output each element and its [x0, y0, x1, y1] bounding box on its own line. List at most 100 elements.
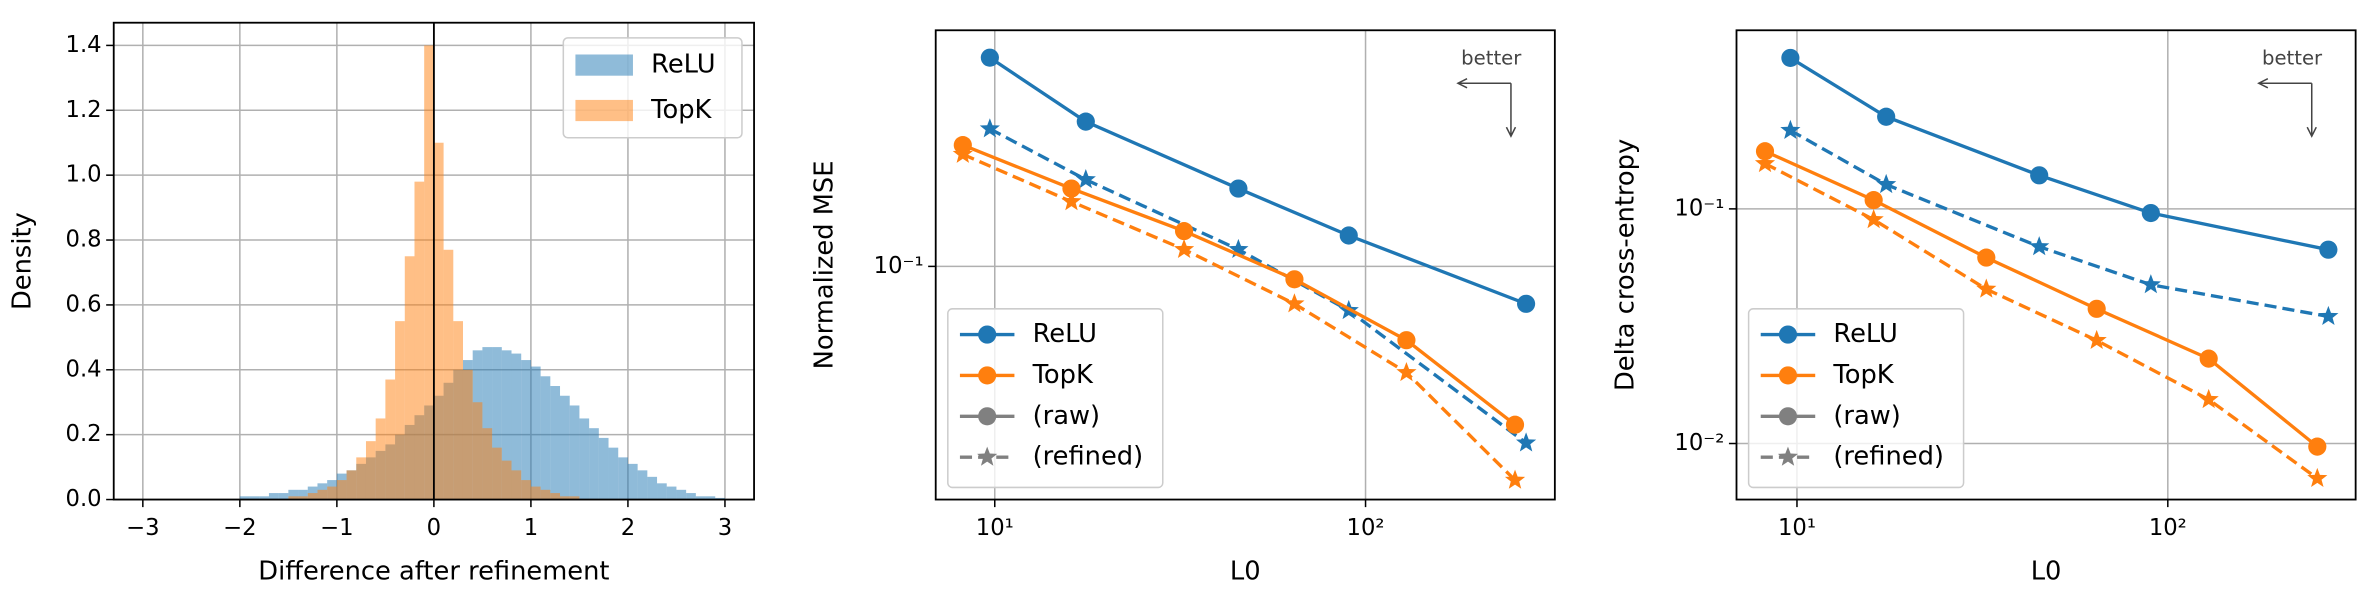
hist-bar	[511, 353, 522, 500]
hist-bar	[521, 480, 531, 500]
x-tick-label: 10²	[1347, 515, 1385, 541]
star-marker	[1075, 169, 1096, 189]
star-marker	[2198, 388, 2219, 409]
star-marker	[979, 118, 1000, 138]
star-marker	[1976, 278, 1997, 298]
hist-bar	[462, 369, 473, 500]
circle-marker	[2199, 349, 2218, 368]
hist-bar	[492, 347, 502, 500]
hist-bar	[618, 457, 628, 500]
circle-marker	[2087, 299, 2106, 318]
hist-bar	[317, 489, 328, 500]
series-line	[962, 143, 1517, 427]
circle-marker	[1397, 331, 1416, 350]
legend-label: ReLU	[1833, 319, 1897, 349]
series-line	[962, 152, 1517, 482]
star-marker	[2029, 236, 2050, 256]
circle-marker	[1778, 366, 1798, 385]
legend-label: TopK	[1032, 360, 1094, 390]
hist-bar	[598, 437, 609, 500]
circle-marker	[2141, 203, 2160, 223]
hist-bar	[307, 493, 318, 500]
hist-bar	[307, 486, 318, 500]
star-marker	[2140, 274, 2161, 294]
hist-bar	[482, 347, 493, 500]
y-tick-label: 0.2	[66, 421, 102, 447]
circle-marker	[1517, 294, 1536, 313]
hist-bar	[657, 483, 667, 500]
y-tick-label: 0.0	[66, 486, 102, 512]
y-tick-label: 1.2	[66, 97, 102, 123]
hist-bar	[356, 457, 366, 500]
x-tick-label: 1	[524, 515, 538, 541]
x-tick-label: −3	[126, 515, 159, 541]
circle-marker	[2308, 437, 2327, 456]
hist-bar	[666, 486, 677, 500]
legend-swatch	[575, 99, 633, 122]
plot-frame	[112, 21, 755, 501]
hist-bar	[579, 418, 590, 500]
hist-bar	[501, 460, 512, 500]
hist-bar	[278, 493, 289, 500]
circle-marker	[980, 48, 999, 67]
hist-bar	[239, 496, 250, 500]
x-axis-label: L0	[2031, 557, 2062, 587]
star-marker	[952, 143, 973, 163]
hist-bar	[569, 496, 580, 500]
star-marker	[1284, 293, 1305, 313]
annotation: better	[2262, 47, 2323, 70]
y-tick-label: 10⁻¹	[874, 253, 924, 279]
hist-bar	[695, 496, 706, 500]
y-tick-label: 10⁻¹	[1674, 195, 1724, 221]
hist-bar	[385, 379, 396, 500]
hist-bar	[550, 493, 561, 500]
hist-bar	[511, 470, 522, 500]
hist-bar	[521, 360, 531, 500]
star-marker	[1780, 119, 1801, 139]
hist-bar	[414, 181, 425, 500]
star-marker	[2086, 329, 2107, 350]
x-tick-label: 10²	[2149, 515, 2187, 541]
hist-bar	[404, 256, 415, 500]
hist-bar	[346, 470, 357, 500]
series-line	[1764, 162, 2319, 480]
hist-bar	[627, 463, 638, 500]
star-marker	[1754, 152, 1776, 173]
x-tick-label: 10¹	[976, 515, 1014, 541]
circle-marker	[1877, 107, 1896, 126]
hist-bar	[288, 496, 299, 500]
legend-label: TopK	[1832, 360, 1894, 390]
circle-marker	[1229, 179, 1248, 198]
hist-bar	[327, 486, 337, 500]
hist-bar	[336, 480, 347, 500]
y-tick-label: 0.8	[66, 227, 102, 253]
hist-bar	[433, 142, 444, 500]
y-axis-label: Delta cross-entropy	[1610, 139, 1640, 391]
circle-marker	[2319, 240, 2338, 259]
hist-bar	[492, 447, 502, 500]
legend-label: ReLU	[651, 50, 715, 80]
hist-bar	[705, 496, 716, 500]
hist-bar	[298, 489, 308, 500]
star-marker	[1228, 238, 1249, 259]
hist-bar	[550, 386, 561, 500]
star-marker	[1396, 361, 1417, 382]
hist-bar	[501, 350, 512, 500]
star-marker	[1863, 209, 1884, 229]
star-marker	[1061, 191, 1082, 211]
hist-bar	[560, 496, 570, 500]
x-tick-label: 10¹	[1778, 515, 1816, 541]
circle-marker	[1062, 179, 1081, 198]
star-marker	[1516, 432, 1537, 452]
hist-bar	[249, 496, 260, 500]
legend-label: (refined)	[1033, 442, 1144, 472]
x-tick-label: −2	[223, 515, 256, 541]
legend-label: (raw)	[1033, 401, 1100, 431]
hist-bar	[453, 321, 463, 500]
circle-marker	[1285, 270, 1304, 289]
hist-bar	[686, 493, 696, 500]
x-tick-label: 3	[718, 515, 732, 541]
legend-label: TopK	[650, 95, 712, 125]
y-axis-label: Normalized MSE	[810, 161, 840, 370]
hist-bar	[647, 476, 658, 500]
